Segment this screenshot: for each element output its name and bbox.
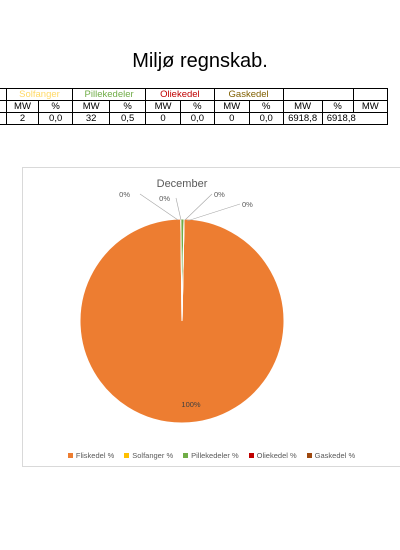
legend-label: Pillekedeler % bbox=[191, 451, 239, 460]
subheader-cell: MW bbox=[282, 100, 323, 113]
subheader-cell: MW bbox=[72, 100, 111, 113]
group-header-oliekedel: Oliekedel bbox=[145, 88, 215, 101]
subheader-cell: % bbox=[109, 100, 147, 113]
value-cell: 6918,8 bbox=[321, 112, 389, 125]
data-label: 0% bbox=[159, 194, 170, 203]
subheader-cell: % bbox=[38, 100, 74, 113]
group-header-cell bbox=[352, 88, 389, 101]
subheader-cell: MW bbox=[145, 100, 182, 113]
leader-line bbox=[184, 193, 213, 221]
value-cell: 0,0 bbox=[180, 112, 215, 125]
subheader-cell: % bbox=[180, 100, 215, 113]
leader-line bbox=[175, 197, 182, 221]
value-cell: 0,5 bbox=[109, 112, 147, 125]
subheader-cell: MW bbox=[213, 100, 250, 113]
leader-line bbox=[139, 193, 179, 221]
pie-slice-5 bbox=[181, 219, 185, 322]
legend-swatch bbox=[248, 453, 254, 458]
value-cell: 0,0 bbox=[38, 112, 74, 125]
legend-label: Fliskedel % bbox=[75, 451, 115, 460]
legend-item: Solfanger % bbox=[124, 451, 173, 460]
value-cell: 32 bbox=[72, 112, 111, 125]
value-cell: 2 bbox=[5, 112, 40, 125]
miljo-table: Solfanger Pillekedeler Oliekedel Gaskede… bbox=[0, 88, 389, 125]
legend-label: Oliekedel % bbox=[256, 451, 297, 460]
data-label: 0% bbox=[242, 200, 253, 209]
data-label: 100% bbox=[181, 400, 201, 409]
group-header-solfanger: Solfanger bbox=[5, 88, 74, 101]
legend-swatch bbox=[67, 453, 73, 458]
leader-line bbox=[186, 203, 241, 222]
value-cell: 0 bbox=[213, 112, 250, 125]
page-title: Miljø regnskab. bbox=[132, 50, 268, 72]
group-header-cell bbox=[282, 88, 354, 101]
chart-title: December bbox=[157, 178, 208, 190]
value-cell: 0 bbox=[145, 112, 182, 125]
group-header-pillekedeler: Pillekedeler bbox=[72, 88, 147, 101]
pie-chart: December 100% 0% 0% 0% 0% bbox=[79, 178, 285, 424]
legend-swatch bbox=[124, 453, 130, 458]
legend-item: Oliekedel % bbox=[248, 451, 297, 460]
legend-swatch bbox=[183, 453, 189, 458]
subheader-cell: MW bbox=[352, 100, 389, 113]
legend-swatch bbox=[306, 453, 312, 458]
value-cell: 0,0 bbox=[248, 112, 284, 125]
legend-item: Gaskedel % bbox=[306, 451, 356, 460]
data-table: Solfanger Pillekedeler Oliekedel Gaskede… bbox=[0, 88, 400, 128]
chart-container: December 100% 0% 0% 0% 0% Fliskedel % Solfang… bbox=[22, 167, 400, 467]
subheader-cell: MW bbox=[5, 100, 40, 113]
subheader-cell: % bbox=[248, 100, 284, 113]
data-label: 0% bbox=[214, 190, 225, 199]
legend-label: Gaskedel % bbox=[314, 451, 356, 460]
group-header-gaskedel: Gaskedel bbox=[213, 88, 284, 101]
value-row: 2 0,0 32 0,5 0 0,0 0 0,0 6918,8 6918,8 bbox=[0, 112, 389, 125]
group-header-row: Solfanger Pillekedeler Oliekedel Gaskede… bbox=[0, 88, 389, 101]
legend-label: Solfanger % bbox=[132, 451, 174, 460]
legend-item: Fliskedel % bbox=[67, 451, 115, 460]
data-label: 0% bbox=[119, 190, 130, 199]
subheader-row: MW % MW % MW % MW % MW % MW bbox=[0, 100, 389, 113]
chart-legend: Fliskedel % Solfanger % Pillekedeler % Olie… bbox=[23, 451, 400, 460]
subheader-cell: % bbox=[321, 100, 354, 113]
legend-item: Pillekedeler % bbox=[183, 451, 239, 460]
value-cell: 6918,8 bbox=[282, 112, 323, 125]
